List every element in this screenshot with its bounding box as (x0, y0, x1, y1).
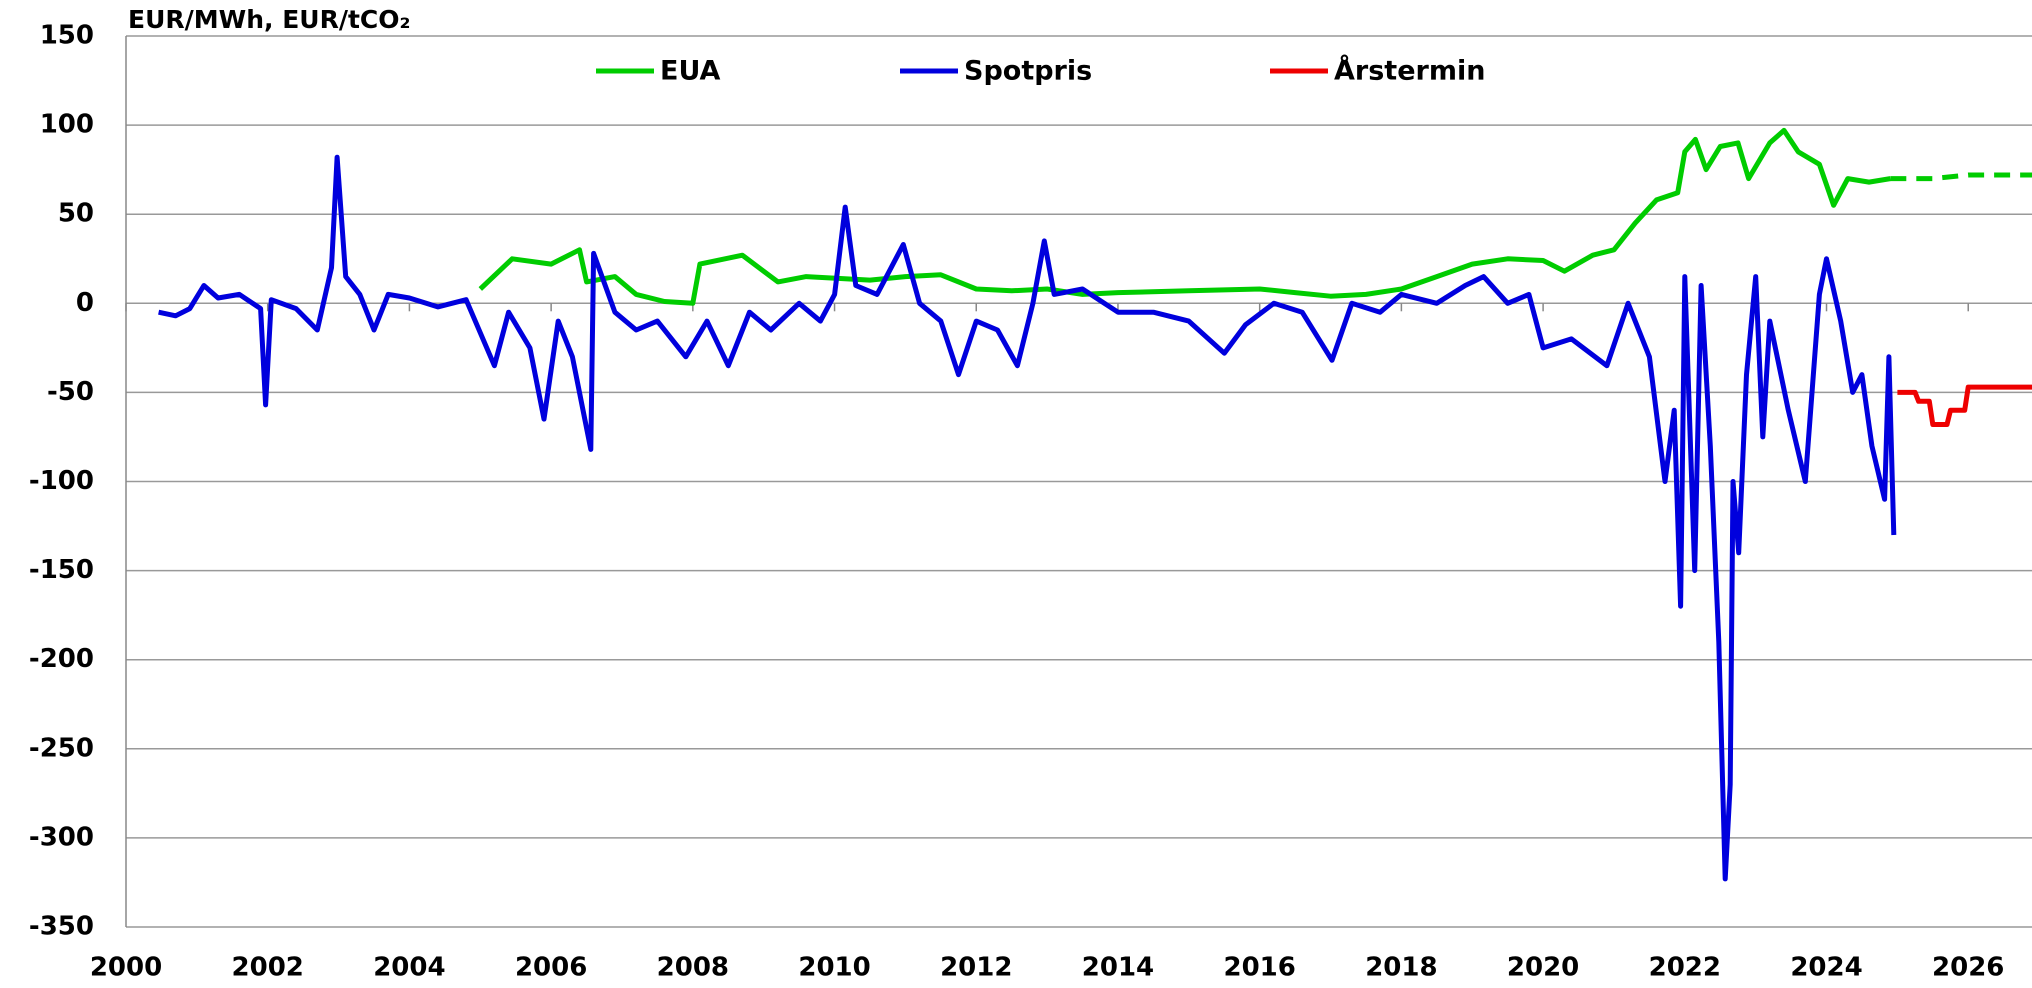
x-tick-label: 2000 (90, 953, 162, 983)
x-tick-label: 2020 (1507, 953, 1579, 983)
y-tick-label: -350 (29, 912, 94, 942)
y-tick-label: -150 (29, 555, 94, 585)
x-tick-label: 2006 (515, 953, 587, 983)
series-line (1897, 384, 2032, 427)
legend-label: EUA (660, 56, 721, 87)
x-tick-label: 2022 (1649, 953, 1721, 983)
y-tick-label: -50 (47, 377, 94, 407)
x-tick-label: 2024 (1790, 953, 1862, 983)
axis-title: EUR/MWh, EUR/tCO₂ (128, 5, 410, 34)
x-tick-label: 2012 (940, 953, 1012, 983)
y-tick-label: 150 (40, 21, 94, 51)
y-tick-label: 50 (58, 199, 94, 229)
y-tick-label: -250 (29, 733, 94, 763)
x-tick-label: 2010 (798, 953, 870, 983)
x-tick-label: 2002 (232, 953, 304, 983)
y-tick-label: -300 (29, 822, 94, 852)
y-tick-label: 100 (40, 110, 94, 140)
y-tick-label: 0 (76, 288, 94, 318)
x-tick-label: 2026 (1932, 953, 2004, 983)
x-tick-label: 2016 (1223, 953, 1295, 983)
x-tick-label: 2008 (657, 953, 729, 983)
y-tick-label: -100 (29, 466, 94, 496)
legend-label: Årstermin (1334, 55, 1485, 87)
series-line (158, 154, 1897, 882)
legend-label: Spotpris (964, 56, 1092, 87)
x-tick-label: 2004 (373, 953, 445, 983)
series-line (478, 127, 1891, 306)
series-line (1890, 172, 2032, 182)
x-tick-label: 2018 (1365, 953, 1437, 983)
y-tick-label: -200 (29, 644, 94, 674)
x-tick-label: 2014 (1082, 953, 1154, 983)
